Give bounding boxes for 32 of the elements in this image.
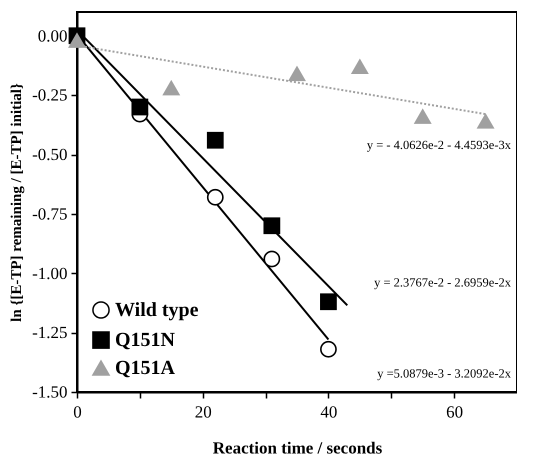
point [68,33,86,48]
x-axis-title: Reaction time / seconds [212,438,383,458]
point [206,132,224,149]
y-tick-label: -0.75 [32,204,68,224]
point [320,293,337,310]
x-tick-label: 40 [320,402,338,422]
annotation: y =5.0879e-3 - 3.2092e-2x [377,366,512,381]
x-tick-label: 0 [73,402,82,422]
y-tick-label: 0.00 [38,26,68,46]
point [320,340,337,358]
y-tick-label: -1.50 [32,382,68,402]
point [263,217,280,234]
y-axis-title: ln {[E-TP] remaining / [E-TP] initial} [9,83,26,322]
x-tick-label: 60 [446,402,464,422]
legend-label: Wild type [115,299,199,321]
annotation: y = - 4.0626e-2 - 4.4593e-3x [366,138,512,152]
point [131,98,148,116]
point [263,250,280,268]
y-tick-label: -0.25 [32,86,68,105]
point [351,59,368,74]
legend-label: Q151A [115,357,176,379]
y-tick-label: -1.25 [32,323,68,342]
y-tick-label: -0.50 [32,145,68,164]
annotation: y = 2.3767e-2 - 2.6959e-2x [374,275,512,290]
y-tick-label: -1.00 [32,264,68,283]
point [477,114,494,129]
legend-label: Q151N [115,329,176,351]
point [288,66,306,82]
point [162,80,180,96]
point [206,188,224,206]
x-tick-label: 20 [194,402,212,422]
point [414,109,432,124]
